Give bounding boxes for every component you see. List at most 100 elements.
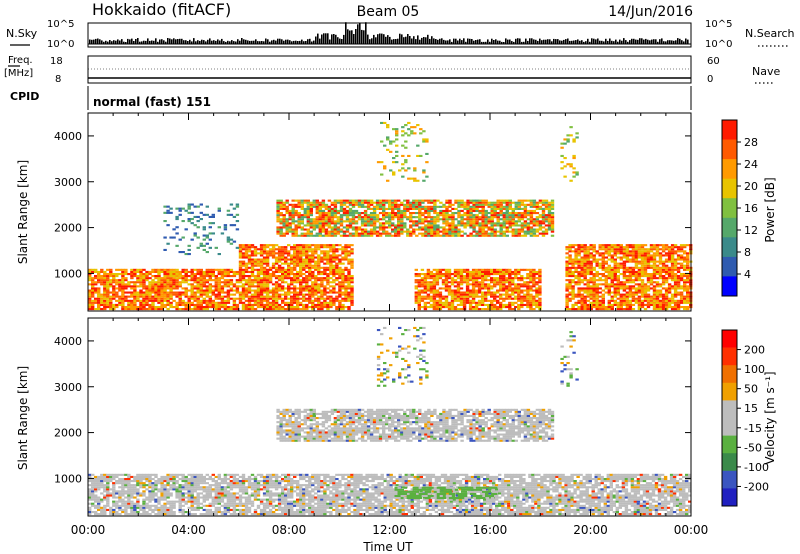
data-cell: [274, 260, 279, 263]
noise-bar: [323, 33, 325, 44]
data-cell: [208, 287, 212, 290]
data-cell: [646, 289, 651, 292]
data-cell: [305, 275, 309, 278]
data-cell: [184, 277, 188, 280]
data-cell: [477, 291, 482, 294]
data-cell: [466, 207, 470, 210]
data-cell: [607, 301, 611, 304]
data-cell: [505, 201, 509, 204]
data-cell: [323, 285, 327, 288]
data-cell: [279, 220, 283, 223]
data-cell: [217, 277, 221, 280]
data-cell: [622, 262, 627, 265]
data-cell: [223, 306, 228, 309]
data-cell: [508, 306, 512, 309]
data-cell: [634, 244, 639, 247]
data-cell: [300, 220, 304, 223]
data-cell: [649, 260, 654, 263]
data-cell: [484, 232, 488, 235]
data-cell: [341, 303, 345, 306]
data-cell: [305, 293, 309, 296]
data-cell: [532, 270, 536, 273]
data-cell: [115, 293, 119, 296]
data-cell: [586, 306, 590, 309]
data-cell: [285, 228, 289, 231]
data-cell: [610, 254, 614, 257]
data-cell: [145, 277, 149, 280]
data-cell: [481, 232, 485, 235]
data-cell: [580, 293, 584, 296]
data-cell: [511, 220, 515, 223]
data-cell: [276, 228, 280, 231]
data-cell: [571, 266, 575, 269]
data-cell: [326, 301, 330, 304]
noise-bar: [151, 40, 153, 44]
data-cell: [465, 283, 470, 286]
data-cell: [329, 266, 333, 269]
data-cell: [329, 291, 333, 294]
data-cell: [508, 218, 512, 221]
data-cell: [154, 275, 158, 278]
data-cell: [238, 268, 243, 271]
data-cell: [229, 275, 234, 278]
data-cell: [441, 283, 446, 286]
data-cell: [217, 281, 221, 284]
data-cell: [317, 244, 321, 247]
data-cell: [625, 270, 630, 273]
data-cell: [293, 293, 297, 296]
data-cell: [311, 295, 315, 298]
data-cell: [468, 299, 473, 302]
data-cell: [205, 289, 209, 292]
noise-bar: [295, 40, 297, 44]
data-cell: [148, 295, 152, 298]
data-cell: [223, 270, 228, 273]
data-cell: [664, 252, 669, 255]
data-cell: [683, 289, 687, 292]
data-cell: [382, 222, 386, 225]
data-cell: [299, 285, 303, 288]
data-cell: [91, 303, 95, 306]
data-cell: [160, 293, 164, 296]
data-cell: [517, 303, 521, 306]
data-cell: [403, 222, 407, 225]
data-cell: [649, 273, 654, 276]
data-cell: [348, 214, 353, 217]
data-cell: [610, 285, 614, 288]
data-cell: [511, 287, 515, 290]
data-cell: [484, 268, 488, 271]
data-cell: [481, 207, 485, 210]
data-cell: [589, 279, 593, 282]
data-cell: [291, 218, 295, 221]
data-cell: [291, 209, 295, 212]
data-cell: [330, 201, 335, 204]
data-cell: [529, 306, 533, 309]
data-cell: [409, 201, 413, 204]
noise-bar: [373, 34, 375, 44]
data-cell: [474, 277, 479, 280]
data-cell: [250, 244, 255, 247]
data-cell: [589, 285, 593, 288]
data-cell: [478, 209, 482, 212]
data-cell: [238, 279, 243, 282]
data-cell: [277, 295, 282, 298]
data-cell: [106, 273, 110, 276]
noise-bar: [647, 39, 649, 44]
data-cell: [619, 295, 623, 298]
data-cell: [610, 291, 614, 294]
data-cell: [311, 266, 315, 269]
data-cell: [565, 262, 569, 265]
data-cell: [184, 270, 188, 273]
data-cell: [451, 214, 455, 217]
noise-bar: [333, 34, 335, 44]
data-cell: [293, 301, 297, 304]
data-cell: [499, 205, 503, 208]
data-cell: [196, 289, 200, 292]
data-cell: [293, 289, 297, 292]
data-cell: [344, 299, 348, 302]
data-cell: [424, 209, 428, 212]
data-cell: [326, 244, 330, 247]
data-cell: [300, 203, 304, 206]
data-cell: [259, 277, 264, 280]
data-cell: [577, 264, 581, 267]
data-cell: [351, 232, 356, 235]
